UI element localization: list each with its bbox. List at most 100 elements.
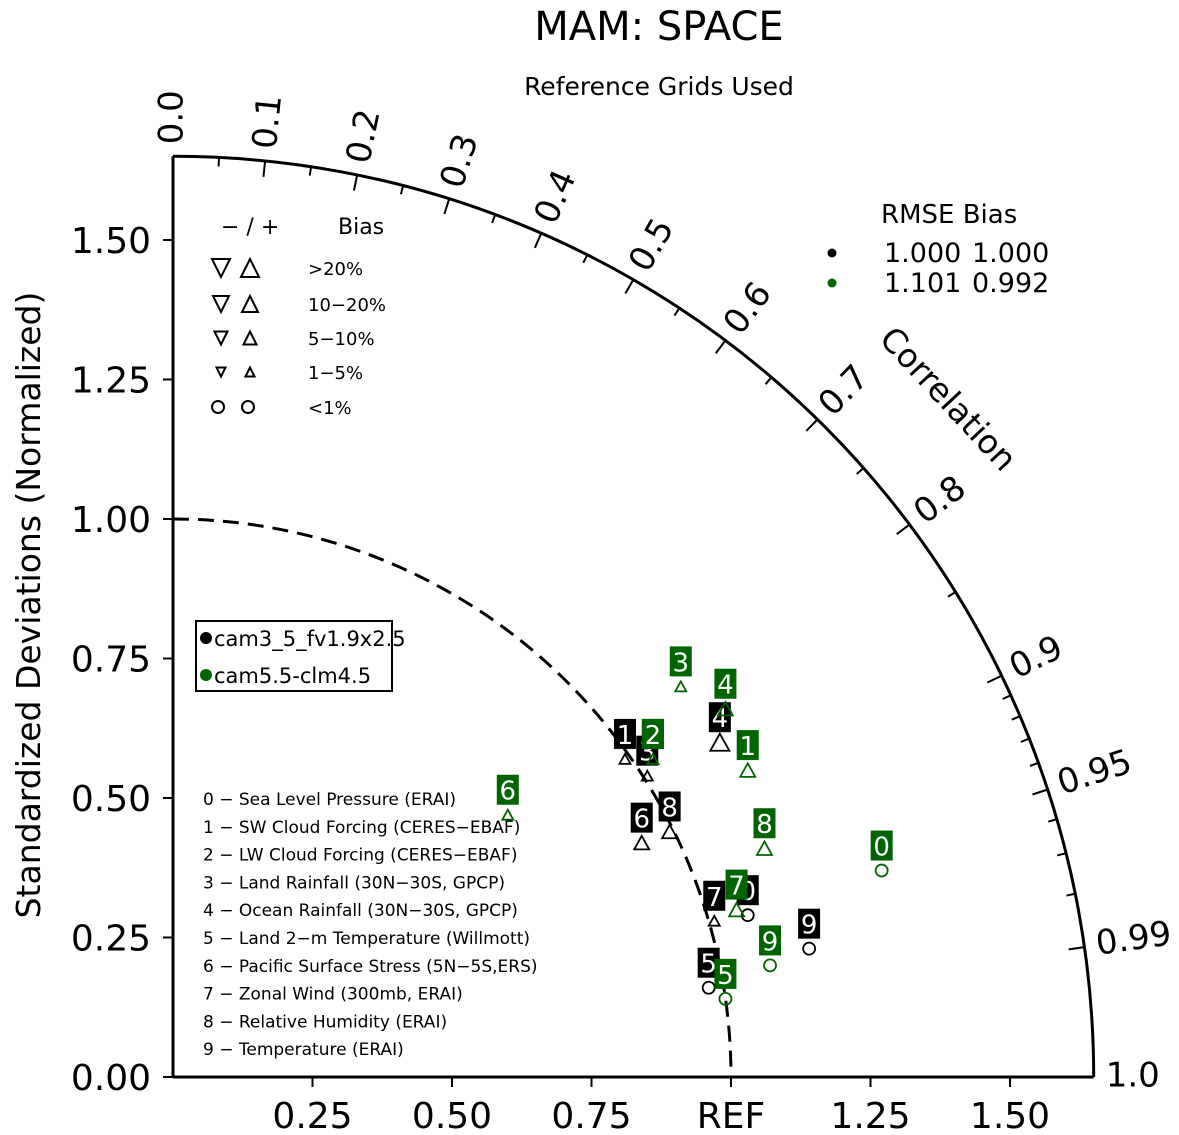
correlation-tick-label: 0.6 — [715, 275, 779, 342]
y-tick-label: 0.25 — [71, 919, 151, 960]
y-tick-label: 0.00 — [71, 1058, 151, 1099]
correlation-tick — [805, 418, 819, 432]
data-label: 9 — [801, 911, 818, 941]
data-label-box — [798, 908, 821, 939]
correlation-tick-label: 0.8 — [906, 468, 973, 532]
variable-legend-item: 3 − Land Rainfall (30N−30S, GPCP) — [203, 873, 505, 893]
bias-legend-label: 10−20% — [308, 295, 386, 316]
series-legend-label: cam3_5_fv1.9x2.5 — [214, 627, 406, 652]
correlation-tick-label: 0.2 — [338, 106, 388, 167]
data-point-cam3_5_fv1.9x2.5-8 — [660, 822, 679, 840]
data-label: 5 — [717, 961, 734, 991]
rmse-series-dot — [827, 248, 837, 258]
data-label: 6 — [633, 805, 650, 835]
y-tick-label: 1.25 — [71, 361, 151, 402]
variable-legend-item: 4 − Ocean Rainfall (30N−30S, GPCP) — [203, 901, 518, 921]
correlation-minor-tick — [582, 254, 589, 264]
data-label-box — [714, 668, 737, 699]
data-label-box — [697, 947, 720, 978]
bias-legend-title: Bias — [338, 215, 384, 240]
correlation-tick-label: 0.95 — [1052, 742, 1136, 804]
correlation-tick-label: 0.0 — [152, 90, 192, 144]
bias-legend-triangle-down — [214, 366, 228, 379]
series-legend-marker — [200, 632, 212, 644]
data-label-box — [753, 808, 776, 839]
correlation-minor-tick — [1057, 852, 1067, 857]
y-tick-label: 0.50 — [71, 779, 151, 820]
series-legend-marker — [200, 669, 212, 681]
x-tick-label: 0.25 — [272, 1096, 352, 1135]
correlation-minor-tick — [399, 185, 405, 195]
series-legend-label: cam5.5-clm4.5 — [214, 664, 371, 688]
variable-legend-item: 9 − Temperature (ERAI) — [203, 1040, 404, 1060]
data-point-cam5.5-clm4.5-8 — [755, 839, 774, 856]
data-point-cam3_5_fv1.9x2.5-9 — [802, 941, 817, 956]
correlation-minor-tick — [1020, 737, 1030, 743]
data-label-box — [613, 718, 636, 749]
correlation-tick-label: 0.5 — [621, 212, 683, 279]
data-label-box — [714, 958, 737, 989]
data-point-cam5.5-clm4.5-6 — [500, 807, 515, 821]
reference-arc — [172, 517, 733, 1078]
x-tick-label: 1.25 — [830, 1096, 910, 1135]
correlation-tick — [1032, 788, 1048, 796]
bias-legend-triangle-up — [241, 329, 259, 346]
data-label: 9 — [762, 927, 779, 957]
correlation-tick-label: 0.1 — [245, 93, 290, 151]
bias-legend-triangle-up — [240, 293, 260, 313]
correlation-tick — [262, 160, 267, 177]
data-point-cam3_5_fv1.9x2.5-0 — [740, 908, 755, 923]
data-point-cam5.5-clm4.5-7 — [727, 900, 746, 918]
data-label: 8 — [661, 793, 678, 823]
data-point-cam5.5-clm4.5-9 — [763, 958, 777, 973]
bias-legend-triangle-up — [243, 365, 257, 378]
correlation-tick-label: 1.0 — [1106, 1056, 1160, 1096]
bias-legend-circle — [211, 400, 225, 414]
data-point-cam5.5-clm4.5-4 — [716, 700, 735, 717]
series-legend-box — [195, 620, 393, 692]
variable-legend-item: 1 − SW Cloud Forcing (CERES−EBAF) — [203, 818, 520, 838]
x-tick-label: 1.50 — [970, 1096, 1050, 1135]
ref-label: REF — [697, 1096, 765, 1135]
correlation-tick — [624, 279, 635, 295]
bias-legend-sign: − / + — [221, 215, 279, 240]
correlation-tick — [533, 232, 543, 249]
chart-subtitle: Reference Grids Used — [524, 72, 794, 101]
bias-legend-label: >20% — [308, 259, 363, 280]
variable-legend-item: 0 − Sea Level Pressure (ERAI) — [203, 790, 456, 810]
data-point-cam3_5_fv1.9x2.5-3 — [640, 768, 655, 782]
data-label: 3 — [673, 648, 690, 678]
correlation-tick — [986, 674, 1003, 684]
data-label-box — [669, 646, 692, 677]
bias-value: 1.000 — [972, 238, 1049, 269]
correlation-minor-tick — [764, 376, 773, 385]
bias-legend-label: 1−5% — [308, 363, 363, 384]
correlation-minor-tick — [673, 307, 681, 317]
data-label: 7 — [728, 872, 745, 902]
data-label-box — [630, 802, 653, 833]
data-point-cam3_5_fv1.9x2.5-6 — [632, 834, 651, 851]
variable-legend-item: 8 − Relative Humidity (ERAI) — [203, 1012, 447, 1032]
data-label-box — [658, 791, 681, 822]
rmse-bias-header: RMSE Bias — [881, 200, 1017, 230]
correlation-tick-label: 0.4 — [526, 164, 584, 230]
bias-legend-circle — [241, 400, 255, 414]
variable-legend-item: 5 − Land 2−m Temperature (Willmott) — [203, 929, 530, 949]
data-label-box — [870, 830, 893, 861]
correlation-minor-tick — [1066, 892, 1076, 897]
correlation-minor-tick — [856, 467, 865, 475]
data-label: 8 — [756, 810, 773, 840]
data-point-cam5.5-clm4.5-5 — [718, 991, 733, 1006]
correlation-minor-tick — [491, 214, 497, 224]
correlation-tick-label: 0.9 — [1003, 628, 1069, 688]
data-label: 6 — [500, 777, 517, 807]
data-point-cam5.5-clm4.5-0 — [874, 863, 889, 878]
data-label: 4 — [717, 671, 734, 701]
data-point-cam3_5_fv1.9x2.5-4 — [708, 731, 731, 752]
correlation-minor-tick — [947, 591, 957, 598]
variable-legend-item: 7 − Zonal Wind (300mb, ERAI) — [203, 985, 463, 1005]
data-label: 5 — [700, 950, 717, 980]
data-label-box — [641, 718, 664, 749]
